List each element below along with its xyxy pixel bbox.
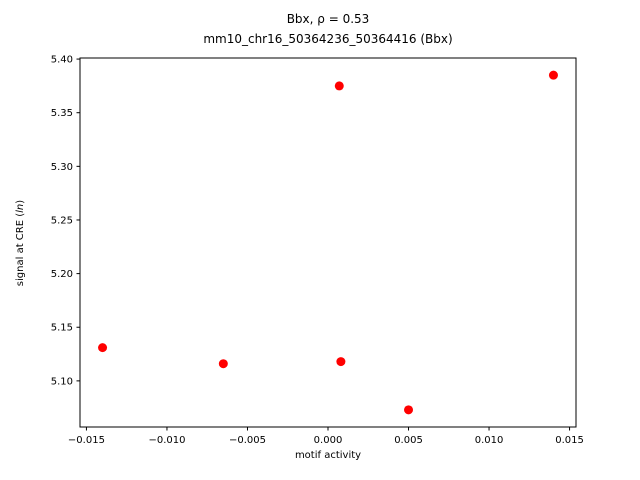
y-tick-label: 5.25 — [51, 215, 73, 226]
x-tick-label: −0.005 — [229, 435, 266, 446]
x-tick-label: 0.010 — [475, 435, 504, 446]
axis-frame — [79, 57, 577, 428]
y-tick-label: 5.30 — [51, 162, 73, 173]
y-axis-label-suffix: ) — [15, 199, 26, 204]
scatter-point — [98, 343, 108, 353]
scatter-point — [218, 359, 228, 369]
y-tick-label: 5.10 — [51, 376, 73, 387]
scatter-point — [404, 405, 414, 415]
y-tick-label: 5.20 — [51, 269, 73, 280]
y-tick-label: 5.35 — [51, 108, 73, 119]
y-axis-label-italic: ln — [15, 203, 26, 213]
chart-title: Bbx, ρ = 0.53 mm10_chr16_50364236_503644… — [80, 9, 576, 49]
scatter-point — [334, 81, 344, 91]
y-tick-label: 5.15 — [51, 323, 73, 334]
chart-title-line-2: mm10_chr16_50364236_50364416 (Bbx) — [203, 32, 453, 46]
chart-title-line-1: Bbx, ρ = 0.53 — [286, 12, 370, 26]
x-tick-label: 0.015 — [555, 435, 584, 446]
y-axis-label: signal at CRE (ln) — [15, 73, 29, 413]
y-axis-label-prefix: signal at CRE ( — [15, 212, 26, 287]
x-axis-label: motif activity — [294, 450, 362, 461]
x-tick-label: −0.015 — [68, 435, 105, 446]
x-tick-label: −0.010 — [148, 435, 185, 446]
x-tick-label: 0.005 — [394, 435, 423, 446]
y-tick-label: 5.40 — [51, 55, 73, 66]
scatter-point — [548, 70, 558, 80]
x-tick-label: 0.000 — [314, 435, 343, 446]
scatter-point — [336, 357, 346, 367]
